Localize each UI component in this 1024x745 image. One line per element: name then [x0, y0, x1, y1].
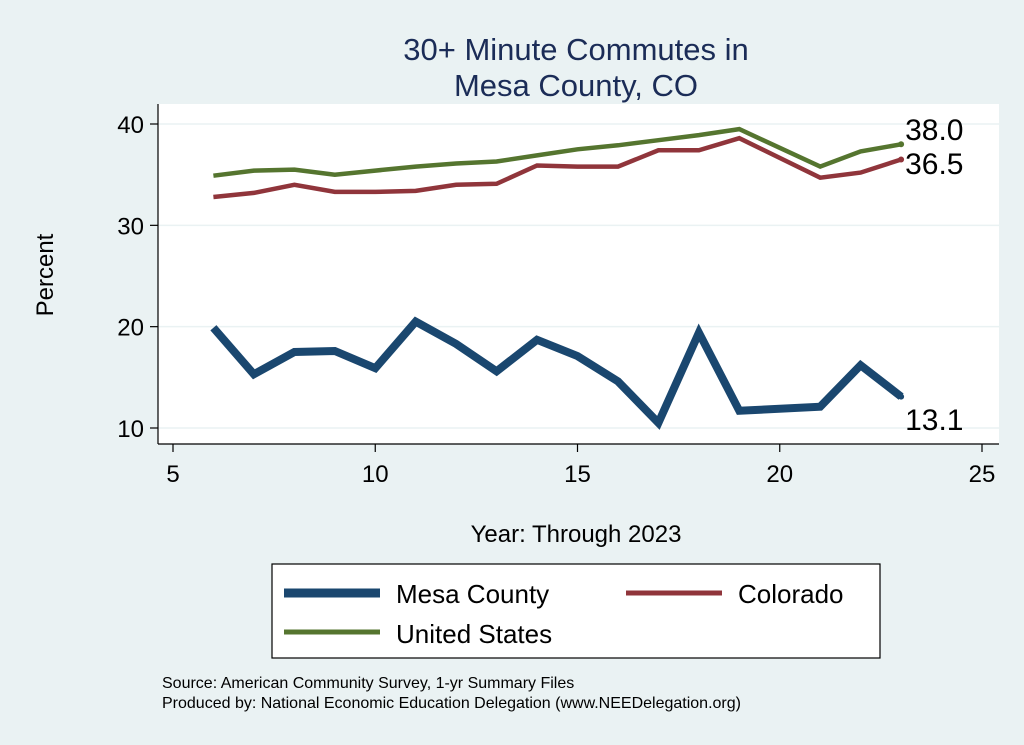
producer-note: Produced by: National Economic Education…	[162, 695, 741, 712]
y-tick-label-40: 40	[117, 112, 144, 139]
x-tick-label-15: 15	[564, 461, 591, 488]
legend-box	[271, 563, 881, 659]
y-tick-label-30: 30	[117, 213, 144, 240]
gridlines	[158, 123, 999, 429]
y-axis-label: Percent	[32, 233, 59, 316]
plot-area	[158, 104, 999, 444]
x-tick-label-5: 5	[166, 461, 179, 488]
end-marker-mesa-county	[898, 393, 905, 400]
end-labels: 13.1 36.538.0	[898, 114, 963, 437]
axes: 10 20 30 40 5 10 15 20 25	[117, 104, 999, 488]
source-note: Source: American Community Survey, 1-yr …	[162, 675, 574, 692]
end-marker-united-states	[898, 141, 905, 148]
chart-title-line-2: Mesa County, CO	[454, 68, 698, 103]
series-line-mesa-county	[210, 316, 904, 430]
x-tick-label-20: 20	[766, 461, 793, 488]
legend-label-colorado: Colorado	[738, 579, 844, 609]
end-marker-colorado	[898, 156, 905, 163]
y-tick-label-10: 10	[117, 416, 144, 443]
series-line-united-states	[213, 126, 902, 178]
y-tick-label-20: 20	[117, 315, 144, 342]
end-label-mesa-county: 13.1	[905, 404, 963, 437]
legend-label-united-states: United States	[396, 619, 552, 649]
legend-label-mesa-county: Mesa County	[396, 579, 549, 609]
x-tick-label-10: 10	[362, 461, 389, 488]
chart-title-line-1: 30+ Minute Commutes in	[403, 32, 748, 67]
end-label-colorado: 36.5	[905, 148, 963, 181]
end-label-united-states: 38.0	[905, 114, 963, 147]
x-tick-label-25: 25	[969, 461, 996, 488]
x-axis-label: Year: Through 2023	[471, 521, 682, 548]
series-lines	[210, 126, 904, 430]
series-line-colorado	[213, 135, 902, 200]
